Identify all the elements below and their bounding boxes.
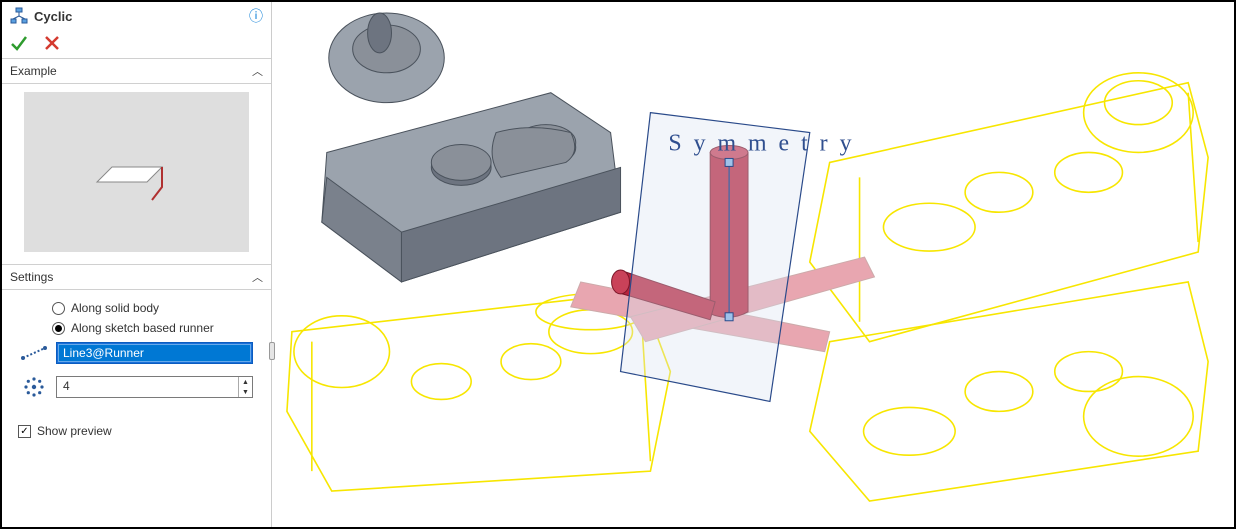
radio-icon — [52, 302, 65, 315]
checkbox-icon: ✓ — [18, 425, 31, 438]
solid-body — [322, 13, 621, 282]
collapse-icon: ︿ — [252, 269, 263, 285]
radio-label: Along solid body — [71, 301, 159, 315]
spin-down-button[interactable]: ▼ — [239, 387, 252, 397]
selection-row: Line3@Runner — [10, 338, 263, 368]
radio-label: Along sketch based runner — [71, 321, 214, 335]
help-icon[interactable]: ⓘ — [249, 6, 263, 26]
graphics-viewport[interactable]: S y m m e t r y — [272, 2, 1234, 527]
radio-icon — [52, 322, 65, 335]
selection-field[interactable]: Line3@Runner — [56, 342, 253, 364]
radio-along-solid-body[interactable]: Along solid body — [10, 298, 263, 318]
example-thumbnail — [24, 92, 249, 252]
panel-header: Cyclic ⓘ — [2, 2, 271, 32]
settings-label: Settings — [10, 270, 53, 284]
spin-up-button[interactable]: ▲ — [239, 377, 252, 387]
symmetry-label: S y m m e t r y — [668, 130, 854, 156]
selection-value: Line3@Runner — [58, 344, 251, 362]
spinner-buttons: ▲ ▼ — [238, 377, 252, 397]
example-section-header[interactable]: Example ︿ — [2, 58, 271, 84]
action-row — [2, 32, 271, 58]
property-panel: Cyclic ⓘ Example ︿ Settings ︿ Along soli… — [2, 2, 272, 527]
example-label: Example — [10, 64, 57, 78]
settings-section-header[interactable]: Settings ︿ — [2, 264, 271, 290]
example-section-body — [2, 84, 271, 264]
count-row: 4 ▲ ▼ — [10, 368, 263, 402]
radio-along-sketch-runner[interactable]: Along sketch based runner — [10, 318, 263, 338]
panel-title: Cyclic — [34, 9, 243, 24]
collapse-icon: ︿ — [252, 63, 263, 79]
cancel-button[interactable] — [44, 35, 60, 51]
pattern-count-icon — [18, 376, 50, 398]
viewport-canvas: S y m m e t r y — [272, 2, 1234, 527]
settings-section-body: Along solid body Along sketch based runn… — [2, 290, 271, 444]
show-preview-label: Show preview — [37, 424, 112, 438]
edge-select-icon — [18, 345, 50, 361]
cyclic-feature-icon — [10, 7, 28, 25]
splitter-grip[interactable] — [269, 342, 275, 360]
ok-button[interactable] — [10, 34, 28, 52]
show-preview-row[interactable]: ✓ Show preview — [10, 402, 263, 444]
count-input[interactable]: 4 ▲ ▼ — [56, 376, 253, 398]
symmetry-plane: S y m m e t r y — [621, 113, 855, 402]
count-value: 4 — [57, 377, 238, 397]
